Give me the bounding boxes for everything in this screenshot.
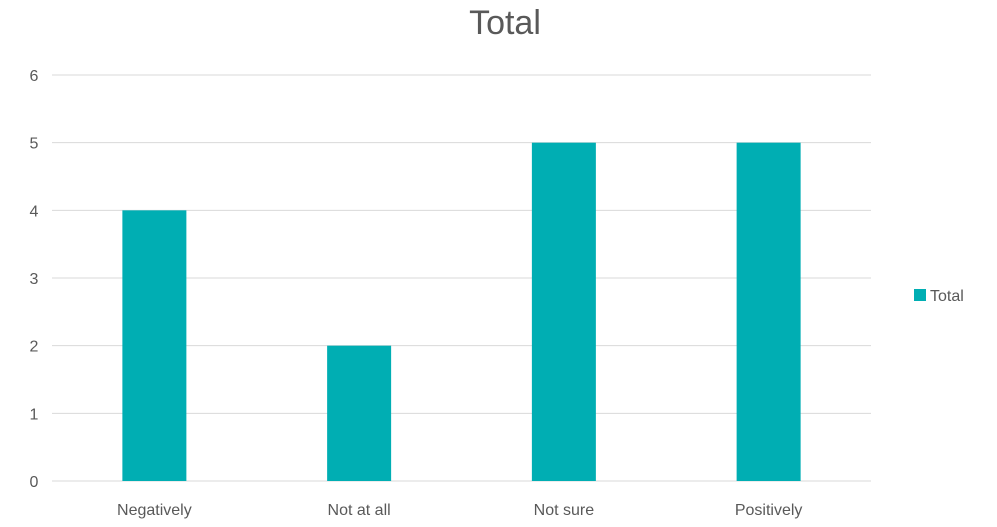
bar	[736, 142, 801, 481]
chart-title: Total	[469, 4, 541, 42]
gridlines	[52, 74, 871, 482]
x-tick-label: Negatively	[117, 502, 192, 519]
x-tick-label: Positively	[735, 502, 803, 519]
bar	[531, 142, 596, 481]
y-tick-label: 0	[30, 474, 39, 491]
legend: Total	[914, 288, 964, 305]
y-tick-label: 1	[30, 406, 39, 423]
y-tick-label: 2	[30, 339, 39, 356]
y-tick-label: 6	[30, 68, 39, 85]
x-tick-label: Not at all	[328, 502, 391, 519]
y-tick-label: 5	[30, 136, 39, 153]
legend-label: Total	[930, 288, 964, 305]
y-axis-ticks: 0 1 2 3 4 5 6	[30, 68, 39, 491]
y-tick-label: 4	[30, 203, 39, 220]
x-tick-label: Not sure	[534, 502, 595, 519]
x-axis-ticks: Negatively Not at all Not sure Positively	[117, 502, 802, 519]
legend-swatch	[914, 289, 926, 301]
bar	[122, 210, 187, 482]
bar	[327, 345, 392, 481]
bars	[122, 142, 801, 482]
y-tick-label: 3	[30, 271, 39, 288]
